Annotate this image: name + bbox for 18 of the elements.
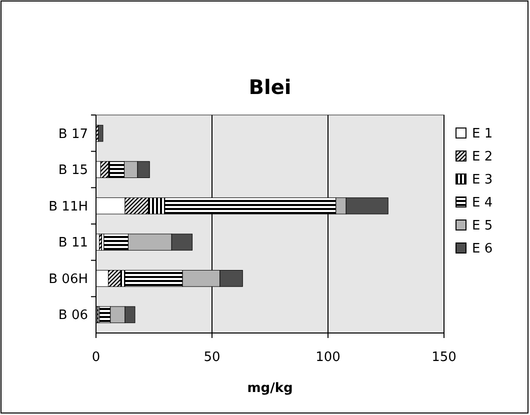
legend-label: E 6 bbox=[472, 242, 493, 257]
y-tick-label: B 06 bbox=[58, 308, 88, 324]
legend-label: E 2 bbox=[472, 150, 493, 165]
chart-title: Blei bbox=[248, 75, 292, 99]
legend-label: E 5 bbox=[472, 218, 493, 234]
y-tick-label: B 17 bbox=[58, 126, 88, 142]
legend-label: E 1 bbox=[472, 126, 493, 142]
y-tick-label: B 11 bbox=[58, 236, 88, 251]
x-axis-title: mg/kg bbox=[247, 381, 293, 396]
y-tick-label: B 06H bbox=[48, 272, 88, 287]
x-tick-label: 150 bbox=[432, 350, 456, 365]
x-tick-label: 50 bbox=[204, 350, 220, 365]
legend-label: E 3 bbox=[472, 172, 493, 188]
x-tick-label: 0 bbox=[92, 350, 100, 365]
y-tick-label: B 11H bbox=[48, 199, 88, 214]
legend-label: E 4 bbox=[472, 196, 493, 211]
y-tick-label: B 15 bbox=[58, 163, 88, 178]
x-tick-label: 100 bbox=[316, 350, 340, 365]
